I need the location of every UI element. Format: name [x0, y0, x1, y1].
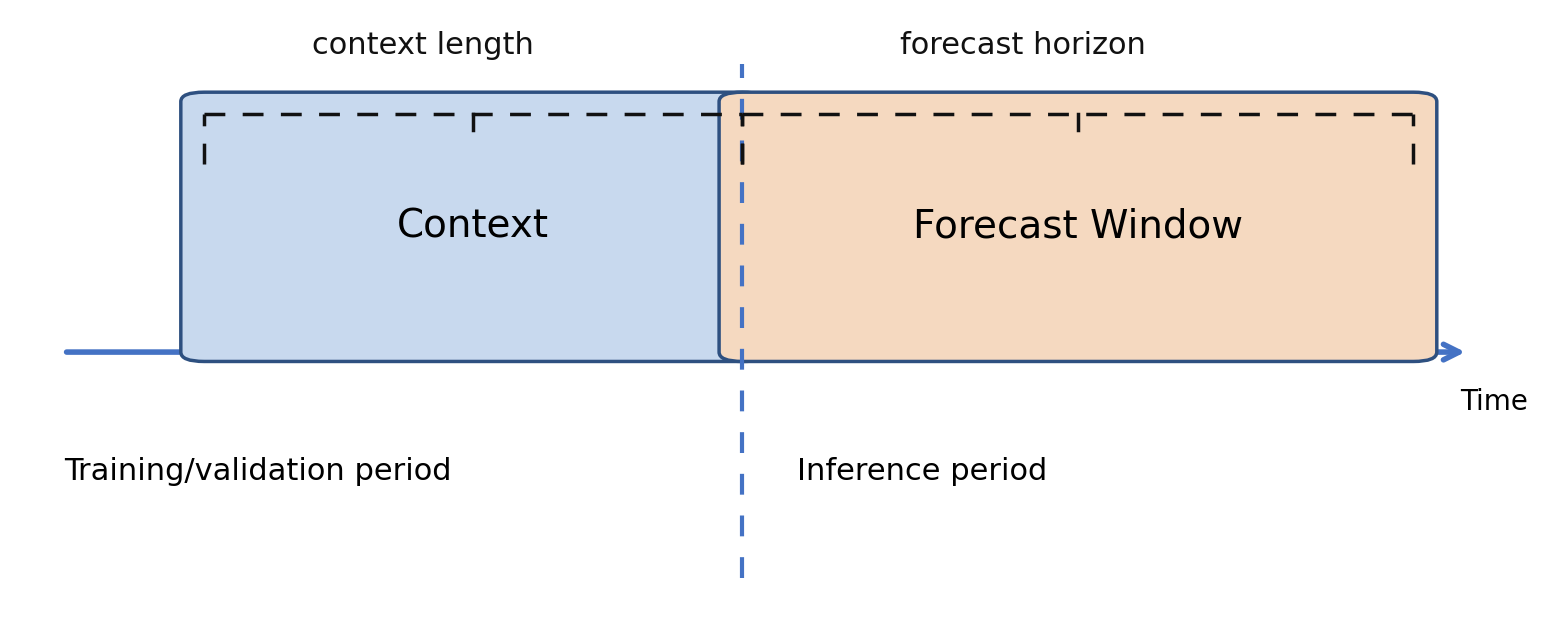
- Text: Inference period: Inference period: [797, 457, 1047, 486]
- Text: context length: context length: [311, 31, 533, 60]
- Text: Context: Context: [397, 208, 549, 246]
- Text: Time: Time: [1460, 388, 1529, 416]
- FancyBboxPatch shape: [719, 92, 1436, 362]
- Text: forecast horizon: forecast horizon: [900, 31, 1146, 60]
- Text: Forecast Window: Forecast Window: [913, 208, 1243, 246]
- Text: Training/validation period: Training/validation period: [64, 457, 452, 486]
- FancyBboxPatch shape: [181, 92, 766, 362]
